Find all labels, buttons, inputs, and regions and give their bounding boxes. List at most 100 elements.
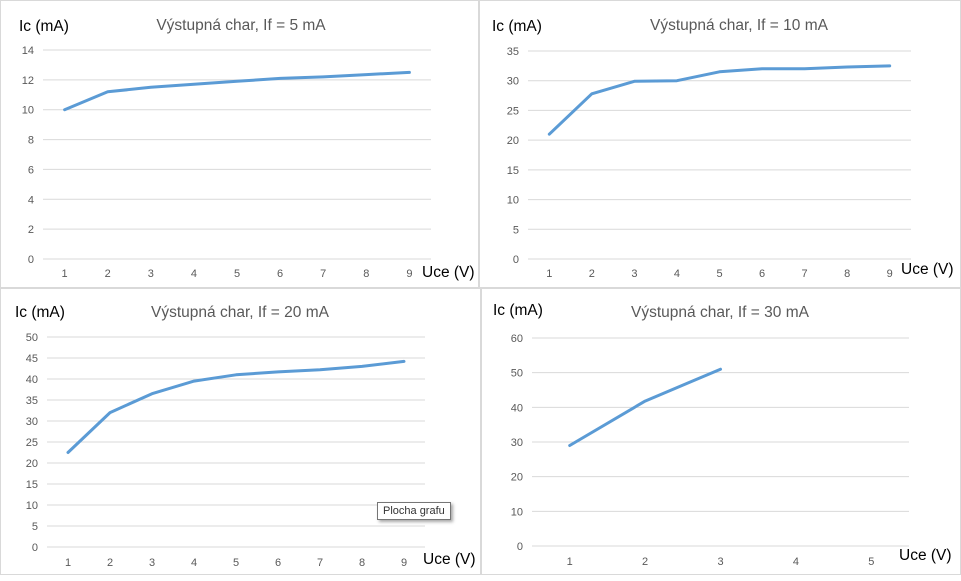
data-point[interactable] xyxy=(674,78,680,84)
x-axis-title: Uce (V) xyxy=(901,261,954,278)
x-tick-label: 3 xyxy=(717,556,723,568)
series-line[interactable] xyxy=(547,64,892,136)
y-tick-label: 0 xyxy=(517,541,523,553)
y-tick-label: 20 xyxy=(507,135,519,147)
y-tick-label: 40 xyxy=(511,402,523,414)
y-tick-label: 40 xyxy=(26,374,38,386)
data-point[interactable] xyxy=(233,372,239,378)
x-tick-label: 4 xyxy=(191,557,197,569)
y-tick-label: 10 xyxy=(26,500,38,512)
data-point[interactable] xyxy=(191,81,197,87)
y-tick-label: 2 xyxy=(28,224,34,236)
x-axis-title: Uce (V) xyxy=(899,547,952,564)
x-tick-label: 5 xyxy=(868,556,874,568)
data-point[interactable] xyxy=(191,378,197,384)
x-tick-label: 1 xyxy=(567,556,573,568)
y-tick-label: 20 xyxy=(511,472,523,484)
x-tick-label: 3 xyxy=(631,268,637,280)
y-tick-label: 0 xyxy=(28,254,34,266)
data-point[interactable] xyxy=(406,69,412,75)
x-tick-label: 4 xyxy=(674,268,680,280)
data-point[interactable] xyxy=(105,89,111,95)
x-tick-label: 7 xyxy=(317,557,323,569)
data-point[interactable] xyxy=(589,91,595,97)
y-tick-label: 20 xyxy=(26,458,38,470)
x-tick-label: 8 xyxy=(359,557,365,569)
data-point[interactable] xyxy=(65,450,71,456)
data-point[interactable] xyxy=(759,66,765,72)
y-tick-label: 4 xyxy=(28,194,34,206)
data-point[interactable] xyxy=(359,363,365,369)
data-point[interactable] xyxy=(631,78,637,84)
data-point[interactable] xyxy=(887,63,893,69)
y-axis-title: Ic (mA) xyxy=(19,18,69,35)
data-point[interactable] xyxy=(148,84,154,90)
x-tick-label: 4 xyxy=(793,556,799,568)
y-tick-label: 5 xyxy=(513,224,519,236)
data-point[interactable] xyxy=(320,74,326,80)
data-point[interactable] xyxy=(802,66,808,72)
chart-panel-2[interactable]: 0 5 10 15 20 25 30 35 1 2 3 4 5 6 7 8 9 Výstupná char, If… xyxy=(479,0,961,288)
chart-title: Výstupná char, If = 20 mA xyxy=(151,304,330,321)
data-point[interactable] xyxy=(401,358,407,364)
y-tick-label: 5 xyxy=(32,521,38,533)
data-point[interactable] xyxy=(107,410,113,416)
chart-panel-4[interactable]: 0 10 20 30 40 50 60 1 2 3 4 5 Výstupná char, If = 30… xyxy=(481,288,961,575)
x-tick-label: 9 xyxy=(887,268,893,280)
data-point[interactable] xyxy=(718,366,724,372)
y-tick-label: 10 xyxy=(507,195,519,207)
y-axis-title: Ic (mA) xyxy=(493,302,543,319)
x-tick-label: 7 xyxy=(802,268,808,280)
chart-svg-2: 0 5 10 15 20 25 30 35 1 2 3 4 5 6 7 8 9 Výstupná char, If… xyxy=(492,17,954,280)
chart-title: Výstupná char, If = 10 mA xyxy=(650,17,829,34)
x-tick-label: 5 xyxy=(716,268,722,280)
y-axis-title: Ic (mA) xyxy=(15,304,65,321)
x-tick-label: 3 xyxy=(149,557,155,569)
y-tick-label: 35 xyxy=(26,395,38,407)
series-line[interactable] xyxy=(568,367,722,447)
data-point[interactable] xyxy=(567,442,573,448)
x-tick-label: 3 xyxy=(148,268,154,280)
x-axis-title: Uce (V) xyxy=(423,551,476,568)
chart-panel-1[interactable]: 0 2 4 6 8 10 12 14 1 2 3 4 5 6 7 8 9 Výstupná char, If = … xyxy=(0,0,479,288)
y-axis-title: Ic (mA) xyxy=(492,18,542,35)
x-tick-label: 1 xyxy=(546,268,552,280)
x-tick-label: 1 xyxy=(61,268,67,280)
data-point[interactable] xyxy=(546,131,552,137)
data-point[interactable] xyxy=(62,107,68,113)
data-point[interactable] xyxy=(234,78,240,84)
series-line[interactable] xyxy=(63,70,411,112)
x-tick-label: 7 xyxy=(320,268,326,280)
y-tick-label: 10 xyxy=(511,506,523,518)
data-point[interactable] xyxy=(275,369,281,375)
chart-title: Výstupná char, If = 5 mA xyxy=(156,17,326,34)
chart-svg-4: 0 10 20 30 40 50 60 1 2 3 4 5 Výstupná char, If = 30… xyxy=(493,302,952,568)
y-tick-label: 14 xyxy=(22,45,34,57)
data-point[interactable] xyxy=(317,367,323,373)
x-tick-label: 2 xyxy=(642,556,648,568)
y-tick-label: 50 xyxy=(26,332,38,344)
y-tick-label: 10 xyxy=(22,105,34,117)
y-tick-label: 30 xyxy=(26,416,38,428)
x-tick-label: 9 xyxy=(406,268,412,280)
data-point[interactable] xyxy=(363,72,369,78)
x-tick-label: 2 xyxy=(107,557,113,569)
y-tick-label: 50 xyxy=(511,368,523,380)
y-tick-label: 12 xyxy=(22,75,34,87)
x-tick-label: 5 xyxy=(234,268,240,280)
series-line[interactable] xyxy=(66,359,406,454)
data-point[interactable] xyxy=(149,391,155,397)
chart-panel-3[interactable]: 0 5 10 15 20 25 30 35 40 45 50 1 2 3 4 5 6 7 8 9 Výstupná ch… xyxy=(0,288,481,575)
data-point[interactable] xyxy=(277,75,283,81)
chart-area-tooltip: Plocha grafu xyxy=(377,502,451,520)
x-tick-label: 9 xyxy=(401,557,407,569)
x-tick-label: 5 xyxy=(233,557,239,569)
data-point[interactable] xyxy=(844,64,850,70)
data-point[interactable] xyxy=(642,398,648,404)
y-tick-label: 30 xyxy=(507,76,519,88)
x-tick-label: 8 xyxy=(844,268,850,280)
y-tick-label: 25 xyxy=(507,105,519,117)
data-point[interactable] xyxy=(717,69,723,75)
